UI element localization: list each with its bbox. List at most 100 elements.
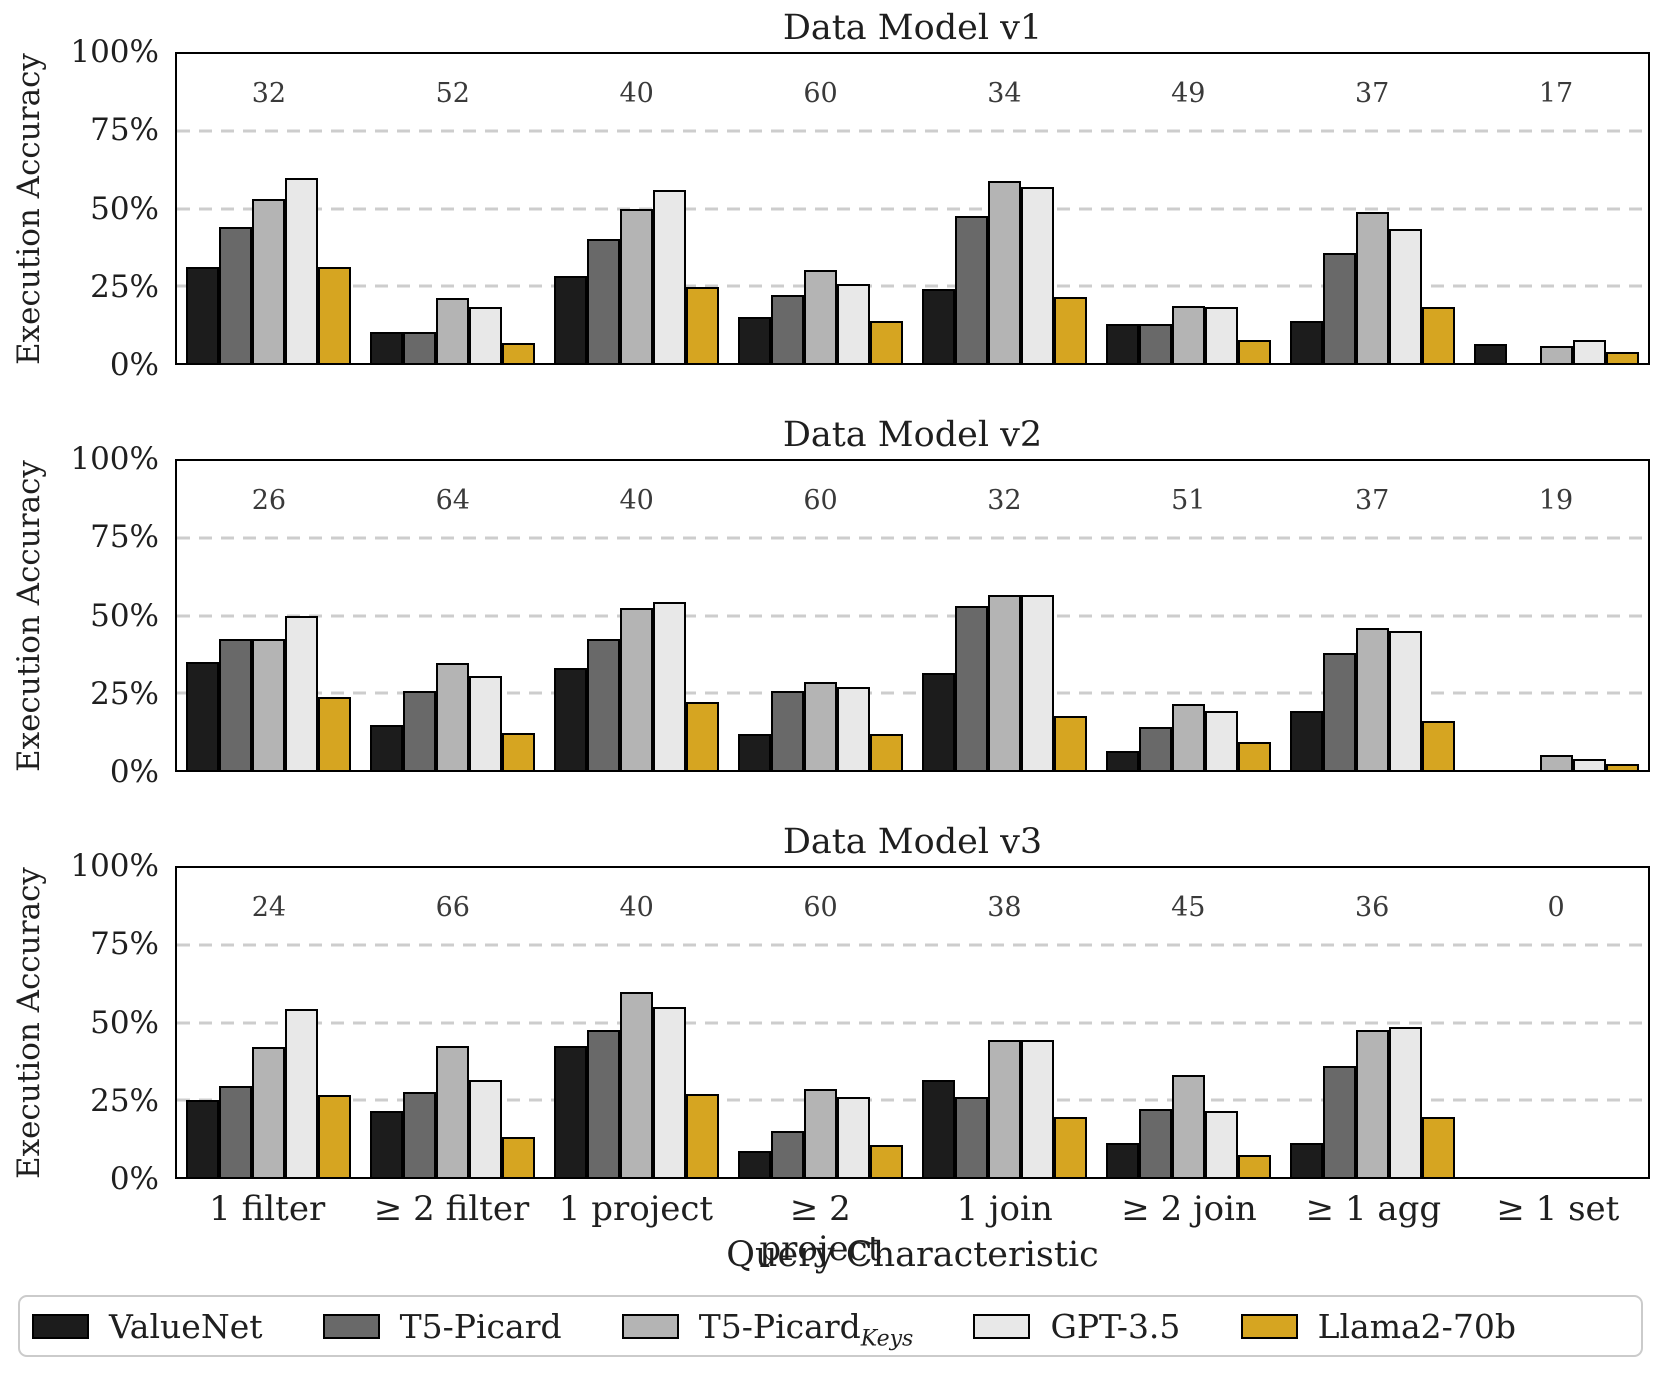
- x-axis-tick-labels: 1 filter ≥ 2 filter 1 project ≥ 2 project 1 …: [175, 1189, 1650, 1269]
- bar-group--1-set: 17: [1464, 54, 1648, 363]
- bar-t5-picard: [1138, 1109, 1172, 1177]
- group-count-label: 32: [251, 78, 287, 109]
- bar-t5-picard: [1138, 324, 1172, 363]
- charts-container: Data Model v1 Execution Accuracy 100% 75% 50…: [0, 4, 1661, 1197]
- legend-swatch-gpt-3-5: [973, 1313, 1031, 1339]
- bar-llama2-70b: [870, 321, 904, 363]
- bar-gpt-3-5: [469, 675, 503, 770]
- y-tick-label: 25%: [90, 268, 159, 305]
- bar-t5-picard: [954, 606, 988, 770]
- bar-group--2-join: 51: [1096, 461, 1280, 770]
- bar-llama2-70b: [1605, 763, 1639, 770]
- bar-t5-picard: [1322, 1065, 1356, 1177]
- bar-gpt-3-5: [1020, 186, 1054, 363]
- bar-groups: 24 66 40 60 38 45 36 0: [177, 868, 1648, 1177]
- gridline-50pct: [177, 207, 1648, 210]
- bar-valuenet: [921, 288, 955, 363]
- bar-t5-picard-keys: [1171, 703, 1205, 770]
- bar-valuenet: [554, 276, 588, 363]
- group-count-label: 60: [803, 892, 838, 923]
- group-count-label: 52: [435, 78, 470, 109]
- subplot-title: Data Model v3: [782, 822, 1043, 862]
- x-tick--1-set: ≥ 1 set: [1496, 1189, 1620, 1229]
- bar-t5-picard: [771, 295, 805, 363]
- bar-valuenet: [921, 1079, 955, 1177]
- group-count-label: 51: [1171, 485, 1206, 516]
- gridline-50pct: [177, 614, 1648, 617]
- bar-llama2-70b: [1237, 1155, 1271, 1177]
- bar-group--2-join: 45: [1096, 868, 1280, 1177]
- bar-t5-picard-keys: [436, 1045, 470, 1177]
- bar-valuenet: [186, 1099, 220, 1177]
- bar-group--2-filter: 64: [361, 461, 545, 770]
- bar-gpt-3-5: [1388, 228, 1422, 363]
- bar-llama2-70b: [1421, 720, 1455, 770]
- bar-t5-picard-keys: [804, 270, 838, 363]
- bar-t5-picard: [403, 1092, 437, 1177]
- bar-t5-picard: [1138, 726, 1172, 770]
- bar-valuenet: [738, 1150, 772, 1177]
- subplot-title: Data Model v1: [782, 8, 1043, 48]
- plot-frame: 32 52 40 60 34 49 37 17: [175, 52, 1650, 365]
- legend: ValueNet T5-Picard T5-PicardKeys GPT-3.5…: [18, 1295, 1643, 1357]
- gridline-25pct: [177, 284, 1648, 288]
- bar-group-1-join: 38: [913, 868, 1097, 1177]
- subplot-title: Data Model v2: [782, 415, 1043, 455]
- bar-gpt-3-5: [1572, 759, 1606, 770]
- bar-t5-picard-keys: [987, 595, 1021, 770]
- y-axis-title: Execution Accuracy: [11, 866, 47, 1179]
- bar-valuenet: [1289, 711, 1323, 770]
- legend-label-subscript: Keys: [860, 1326, 914, 1352]
- legend-swatch-t5-picard: [322, 1313, 380, 1339]
- x-tick--2-project: ≥ 2 project: [759, 1189, 882, 1269]
- bar-group-1-filter: 32: [177, 54, 361, 363]
- bar-group--1-agg: 37: [1280, 461, 1464, 770]
- legend-label: T5-PicardKeys: [699, 1307, 914, 1350]
- bar-valuenet: [554, 1045, 588, 1177]
- bar-t5-picard-keys: [1355, 1030, 1389, 1177]
- bar-llama2-70b: [686, 1093, 720, 1177]
- bar-llama2-70b: [1237, 742, 1271, 770]
- bar-gpt-3-5: [653, 189, 687, 363]
- bar-t5-picard-keys: [252, 1047, 286, 1177]
- y-tick-label: 0%: [109, 754, 159, 790]
- bar-gpt-3-5: [469, 307, 503, 363]
- bar-llama2-70b: [1421, 1116, 1455, 1177]
- group-count-label: 40: [619, 78, 654, 109]
- y-axis-title: Execution Accuracy: [11, 459, 47, 772]
- bar-group--1-agg: 36: [1280, 868, 1464, 1177]
- y-axis-title: Execution Accuracy: [11, 52, 47, 365]
- group-count-label: 0: [1547, 892, 1565, 923]
- bar-t5-picard: [954, 216, 988, 363]
- bar-gpt-3-5: [469, 1079, 503, 1177]
- bar-valuenet: [186, 267, 220, 363]
- bar-group--2-filter: 66: [361, 868, 545, 1177]
- bar-valuenet: [1289, 1143, 1323, 1177]
- bar-llama2-70b: [318, 1095, 352, 1177]
- bar-group-1-filter: 26: [177, 461, 361, 770]
- bar-group--1-agg: 37: [1280, 54, 1464, 363]
- bar-llama2-70b: [502, 1136, 536, 1177]
- bar-llama2-70b: [318, 267, 352, 363]
- bar-t5-picard: [403, 332, 437, 363]
- bar-gpt-3-5: [1388, 1027, 1422, 1177]
- legend-label: ValueNet: [109, 1306, 263, 1346]
- legend-item-t5-picard-keys: T5-PicardKeys: [621, 1307, 914, 1350]
- bar-gpt-3-5: [1020, 1039, 1054, 1177]
- bar-t5-picard-keys: [987, 180, 1021, 363]
- bar-valuenet: [186, 661, 220, 770]
- y-tick-label: 100%: [70, 441, 159, 477]
- y-tick-label: 50%: [90, 190, 159, 227]
- bar-t5-picard-keys: [620, 208, 654, 363]
- bar-group-1-join: 34: [913, 54, 1097, 363]
- y-tick-label: 100%: [70, 34, 159, 70]
- bar-group--2-filter: 52: [361, 54, 545, 363]
- group-count-label: 26: [251, 485, 287, 516]
- bar-valuenet: [738, 734, 772, 770]
- bar-group-1-join: 32: [913, 461, 1097, 770]
- bar-t5-picard-keys: [1539, 754, 1573, 770]
- bar-t5-picard: [219, 1085, 253, 1177]
- legend-swatch-llama2-70b: [1240, 1313, 1298, 1339]
- bar-t5-picard-keys: [804, 681, 838, 770]
- group-count-label: 49: [1171, 78, 1206, 109]
